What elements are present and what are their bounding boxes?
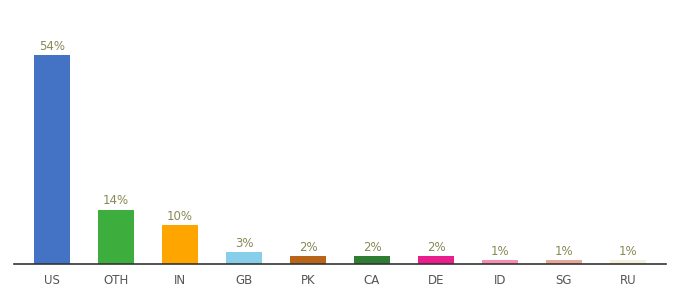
Bar	[99, 210, 133, 264]
Bar	[354, 256, 390, 264]
Text: 2%: 2%	[426, 241, 445, 254]
Bar	[418, 256, 454, 264]
Text: 1%: 1%	[619, 245, 637, 258]
Text: 3%: 3%	[235, 237, 253, 250]
Bar	[611, 260, 645, 264]
Bar	[482, 260, 517, 264]
Text: 1%: 1%	[491, 245, 509, 258]
Bar	[290, 256, 326, 264]
Text: 10%: 10%	[167, 210, 193, 223]
Text: 54%: 54%	[39, 40, 65, 52]
Bar	[35, 55, 69, 264]
Bar	[163, 225, 198, 264]
Text: 1%: 1%	[555, 245, 573, 258]
Text: 14%: 14%	[103, 194, 129, 208]
Text: 2%: 2%	[299, 241, 318, 254]
Bar	[226, 252, 262, 264]
Bar	[547, 260, 581, 264]
Text: 2%: 2%	[362, 241, 381, 254]
